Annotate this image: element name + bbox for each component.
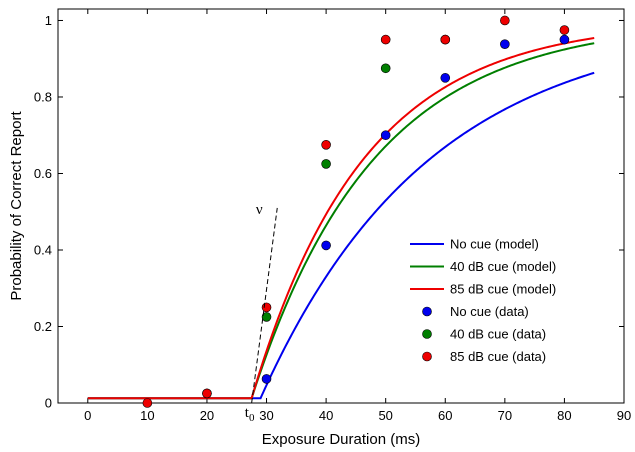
legend: No cue (model) 40 dB cue (model) 85 dB cue… — [410, 237, 556, 364]
x-tick-label: 70 — [498, 408, 512, 423]
legend-swatch-85-db-cue-data — [422, 351, 432, 362]
no-cue-data-point — [380, 130, 391, 141]
y-tick-label: 0.4 — [34, 242, 52, 257]
y-axis-title: Probability of Correct Report — [8, 111, 25, 301]
x-tick-label: 60 — [438, 408, 452, 423]
x-tick-label: 80 — [557, 408, 571, 423]
plot-frame — [57, 8, 625, 404]
legend-label-40-db-cue-model: 40 dB cue (model) — [450, 259, 556, 274]
y-tick-label: 0 — [45, 396, 52, 411]
legend-label-no-cue-data: No cue (data) — [450, 304, 529, 319]
legend-swatch-40-db-cue-data — [422, 329, 432, 339]
y-tick-label: 1 — [45, 13, 52, 28]
t0-sub: 0 — [249, 412, 255, 424]
85-db-cue-data-point — [500, 15, 510, 26]
curves-layer — [87, 37, 595, 400]
x-tick-label: 10 — [140, 408, 154, 423]
y-tick-label: 0.6 — [34, 166, 52, 181]
no-cue-data-point — [321, 240, 331, 251]
t0-label: t0 — [245, 405, 255, 424]
40-db-cue-data-point — [321, 159, 331, 169]
85-db-cue-data-point — [380, 34, 391, 45]
85-db-cue-data-point — [321, 139, 331, 150]
85-db-cue-data-point — [261, 302, 272, 313]
x-tick-label: 90 — [617, 408, 631, 423]
legend-swatch-no-cue-data — [422, 306, 432, 317]
x-tick-label: 50 — [378, 408, 392, 423]
85-db-cue-data-point — [440, 34, 451, 45]
85-db-cue-data-point — [142, 398, 153, 408]
y-tick-label: 0.8 — [34, 89, 52, 104]
tangent-line — [251, 207, 278, 404]
no-cue-data-point — [440, 73, 451, 83]
points-layer — [142, 15, 570, 408]
85-db-cue-data-point — [559, 25, 570, 35]
x-tick-label: 0 — [84, 408, 91, 423]
legend-label-40-db-cue-data: 40 dB cue (data) — [450, 327, 546, 342]
40-db-cue-data-point — [380, 63, 391, 74]
legend-label-85-db-cue-data: 85 dB cue (data) — [450, 349, 546, 364]
no-cue-data-point — [261, 374, 272, 384]
ticks-layer: 0 10 20 30 40 50 60 70 80 90 0 0.2 0.4 0.6 0.8 1 — [34, 9, 631, 423]
x-tick-label: 20 — [200, 408, 214, 423]
no-cue-data-point — [559, 34, 570, 45]
nu-label: ν — [256, 202, 263, 218]
legend-label-85-db-cue-model: 85 dB cue (model) — [450, 282, 556, 297]
85-db-cue-model-line — [87, 37, 595, 400]
t0-base: t — [245, 405, 250, 421]
x-axis-title: Exposure Duration (ms) — [262, 431, 420, 448]
y-tick-label: 0.2 — [34, 319, 52, 334]
annotation-layer: ν t0 — [245, 202, 278, 424]
85-db-cue-data-point — [202, 388, 212, 399]
legend-label-no-cue-model: No cue (model) — [450, 237, 539, 252]
x-tick-label: 40 — [319, 408, 333, 423]
no-cue-data-point — [500, 39, 510, 49]
x-tick-label: 30 — [259, 408, 273, 423]
40-db-cue-data-point — [261, 312, 272, 322]
